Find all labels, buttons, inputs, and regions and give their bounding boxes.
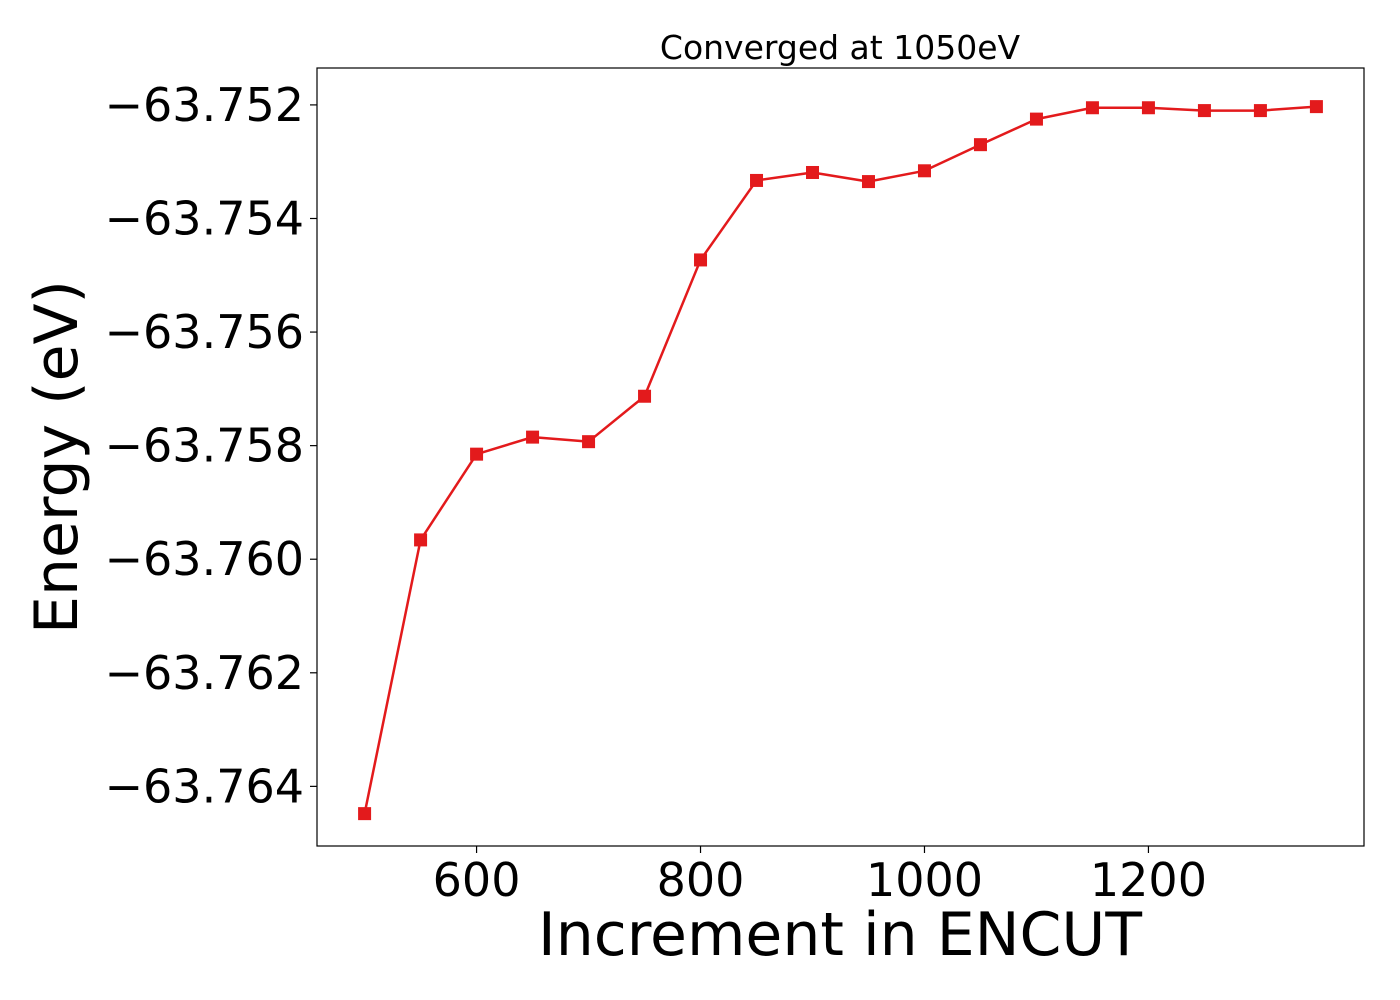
data-point-marker bbox=[1309, 100, 1323, 114]
x-tick-label: 1000 bbox=[866, 853, 983, 907]
data-point-marker bbox=[1085, 101, 1099, 115]
series-line bbox=[363, 105, 1317, 814]
data-point-marker bbox=[526, 430, 540, 444]
y-tick-label: −63.762 bbox=[105, 646, 305, 700]
plot-area-frame bbox=[316, 67, 1365, 847]
y-tick-label: −63.758 bbox=[105, 419, 305, 473]
data-point-marker bbox=[861, 175, 875, 189]
data-point-marker bbox=[750, 173, 764, 187]
data-point-marker bbox=[1197, 104, 1211, 118]
data-point-marker bbox=[638, 389, 652, 403]
data-point-marker bbox=[1253, 104, 1267, 118]
x-tick-label: 600 bbox=[433, 853, 521, 907]
y-tick-label: −63.756 bbox=[105, 305, 305, 359]
series-layer bbox=[358, 100, 1323, 821]
x-tick-label: 1200 bbox=[1090, 853, 1207, 907]
y-axis: −63.764 −63.762 −63.760 −63.758 −63.756 −63.7… bbox=[105, 78, 317, 813]
data-point-marker bbox=[917, 164, 931, 178]
data-point-marker bbox=[694, 253, 708, 267]
chart-title: Converged at 1050eV bbox=[660, 28, 1021, 67]
y-axis-label: Energy (eV) bbox=[22, 280, 92, 634]
data-point-marker bbox=[470, 447, 484, 461]
y-tick-label: −63.764 bbox=[105, 759, 305, 813]
y-tick-label: −63.752 bbox=[105, 78, 305, 132]
data-point-marker bbox=[358, 807, 372, 821]
data-point-marker bbox=[973, 138, 987, 152]
data-point-marker bbox=[806, 165, 820, 179]
x-axis-label: Increment in ENCUT bbox=[538, 900, 1142, 970]
data-point-marker bbox=[582, 435, 596, 449]
data-point-marker bbox=[414, 533, 428, 547]
x-tick-label: 800 bbox=[657, 853, 745, 907]
x-axis: 600 800 1000 1200 bbox=[433, 846, 1207, 907]
y-tick-label: −63.754 bbox=[105, 191, 305, 245]
y-tick-label: −63.760 bbox=[105, 532, 305, 586]
data-point-marker bbox=[1141, 101, 1155, 115]
data-point-marker bbox=[1029, 112, 1043, 126]
